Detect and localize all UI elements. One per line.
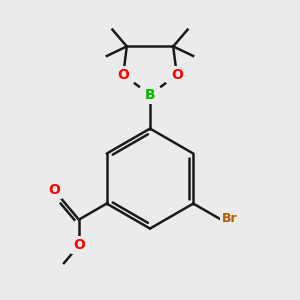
Text: Br: Br [221,212,237,225]
Text: O: O [171,68,183,82]
Text: O: O [48,183,60,197]
Text: B: B [145,88,155,102]
Text: O: O [73,238,85,252]
Text: O: O [117,68,129,82]
